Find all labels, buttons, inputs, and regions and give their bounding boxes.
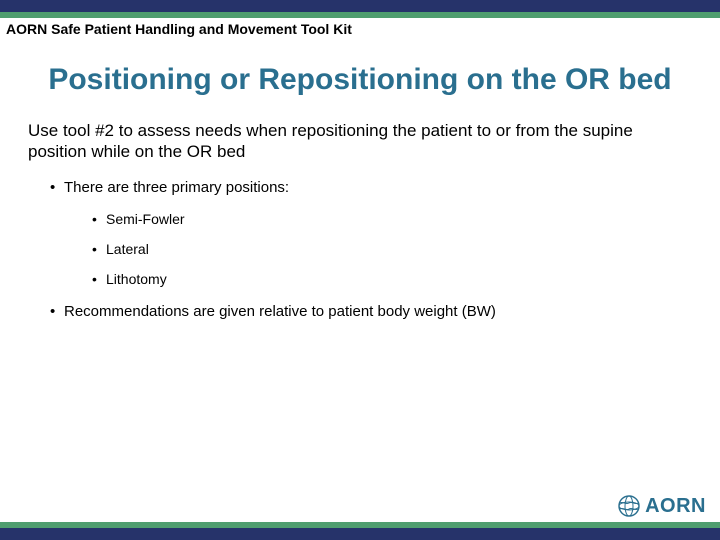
bullet-list-level1: There are three primary positions: Semi-… [28, 178, 692, 322]
list-item: There are three primary positions: Semi-… [50, 178, 692, 288]
logo-text: AORN [645, 495, 706, 518]
bullet-text: Lateral [106, 241, 149, 257]
bullet-list-level2: Semi-Fowler Lateral Lithotomy [64, 210, 692, 289]
bullet-text: Semi-Fowler [106, 211, 185, 227]
bullet-text: Lithotomy [106, 271, 167, 287]
bullet-text: There are three primary positions: [64, 179, 289, 196]
list-item: Semi-Fowler [92, 210, 692, 228]
top-bar-group [0, 0, 720, 18]
list-item: Lithotomy [92, 270, 692, 288]
lead-paragraph: Use tool #2 to assess needs when reposit… [28, 120, 692, 163]
list-item: Recommendations are given relative to pa… [50, 302, 692, 322]
logo-row: AORN [0, 492, 720, 522]
title-block: Positioning or Repositioning on the OR b… [0, 63, 720, 98]
kit-title: AORN Safe Patient Handling and Movement … [6, 21, 714, 37]
top-bar-navy [0, 0, 720, 12]
header-row: AORN Safe Patient Handling and Movement … [0, 18, 720, 39]
bullet-text: Recommendations are given relative to pa… [64, 303, 496, 320]
slide: AORN Safe Patient Handling and Movement … [0, 0, 720, 540]
globe-icon [617, 494, 641, 518]
bottom-bar-navy [0, 528, 720, 540]
aorn-logo: AORN [617, 494, 706, 518]
body-block: Use tool #2 to assess needs when reposit… [0, 120, 720, 336]
list-item: Lateral [92, 240, 692, 258]
slide-title: Positioning or Repositioning on the OR b… [40, 63, 680, 98]
footer: AORN [0, 492, 720, 540]
